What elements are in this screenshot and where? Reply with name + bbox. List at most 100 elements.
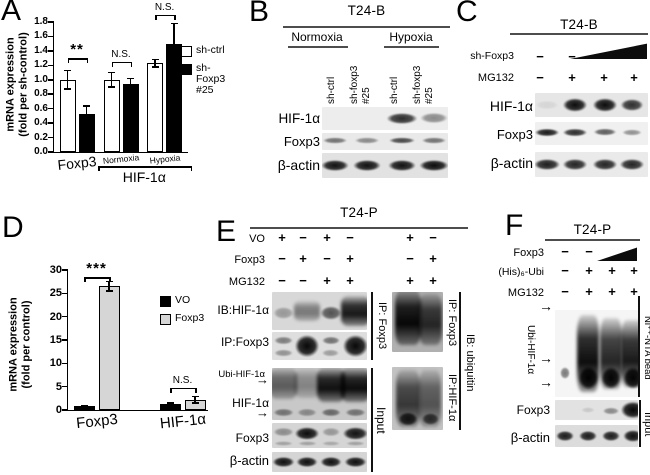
y-tick [62,315,68,318]
error-bar [85,105,88,124]
bar [98,286,120,410]
y-tick-label: 5 [55,380,62,393]
panel-e-blot-input-bactin [272,452,367,472]
panel-d-letter: D [2,211,24,244]
arrow-right-icon: → [539,374,553,390]
panel-f-row-label-bactin: β-actin [510,430,550,445]
y-tick-label: 15 [49,334,62,346]
blot-band [579,407,597,413]
error-bar [194,396,196,403]
blot-band [416,158,448,173]
blot-band [383,111,421,126]
treatment-symbol: − [585,244,593,259]
blot-band [616,158,648,171]
chart-a-plot: 0.0 0.2 0.4 0.6 0.8 1.0 1.2 1.4 1.6 1.8 ** Foxp3 N.S… [34,2,193,185]
treatment-symbol: − [536,49,544,64]
blot-band [601,406,621,416]
blot-band [395,292,421,345]
significance-bracket [67,58,87,60]
panel-e-symbols-foxp3: − + − + − + [0,252,650,266]
y-tick [48,93,54,96]
blot-band [272,440,295,447]
panel-e-header-mg132: MG132 [228,276,265,288]
treatment-symbol: + [585,263,593,278]
panel-f-blot-bactin [555,425,638,447]
error-bar-cap [64,88,72,90]
legend-swatch [160,296,171,307]
chart-d-plot: 0 5 10 15 20 25 30 *** Foxp3 N.S. HIF-1α [50,260,208,432]
panel-b-title: T24-B [347,3,386,18]
treatment-symbol: + [608,284,616,299]
blot-band [598,364,624,391]
panel-f-symbols-mg132: − + + + [0,285,650,299]
panel-c-blot-hif1a [535,93,648,117]
blot-band [291,425,323,441]
y-tick-label: 1.0 [34,73,48,85]
blot-band [555,429,577,443]
significance-label: N.S. [111,48,131,60]
y-tick [48,122,54,124]
significance-label: N.S. [172,374,193,386]
blot-band [343,407,367,417]
blot-band [619,128,645,137]
blot-band [559,158,591,171]
blot-band [272,368,297,400]
y-tick [62,362,68,365]
error-bar-cap [105,290,113,292]
panel-e-right-ip-foxp3-label: IP: Foxp3 [446,299,458,347]
panel-e-input-bracket-label: Input [374,406,388,434]
blot-band [272,336,295,345]
treatment-symbol: − [561,244,569,259]
blot-band [272,426,296,437]
error-bar [129,78,132,90]
panel-c-row-label-foxp3: Foxp3 [496,127,533,142]
error-bar-cap [151,58,159,61]
y-tick-label: 1.2 [34,59,48,71]
blot-band [319,336,343,345]
panel-b-normoxia-underline [288,46,348,48]
blot-band [272,306,296,320]
error-bar-cap [80,405,88,408]
significance-label: ** [70,41,84,59]
legend-label: Foxp3 [175,312,205,324]
panel-c-symbols-mg132: − + + + [0,71,650,85]
treatment-symbol: + [429,251,437,266]
panel-e-right-ip-hif1a-label: IP:HIF-1α [446,374,458,422]
panel-c-header-mg132: MG132 [477,72,514,84]
blot-band [272,407,296,417]
error-bar [110,72,113,87]
error-bar [66,70,69,90]
blot-band [560,97,590,113]
axis-sub-bracket-tick [190,166,193,171]
x-group-label: Foxp3 [74,410,119,433]
error-bar [154,59,156,67]
blot-band [535,127,563,137]
panel-b-row-label-foxp3: Foxp3 [283,134,320,149]
blot-band [396,410,420,427]
blot-band [535,158,563,171]
panel-c-header-shfoxp3: sh-Foxp3 [470,50,514,62]
panel-c-row-label-hif1a: HIF-1α [489,98,533,114]
blot-band [316,368,346,402]
y-tick-label: 10 [49,357,62,370]
legend-item: Foxp3 [160,313,210,325]
blot-band [344,440,367,447]
panel-b-blot-bactin [322,153,448,178]
blot-band [575,363,601,392]
panel-e-row-label-foxp3: Foxp3 [235,431,269,445]
error-bar-cap [83,104,91,107]
treatment-symbol: − [299,273,307,288]
panel-e-row-label-ip-foxp3: IP:Foxp3 [220,335,269,349]
blot-band [618,400,638,420]
panel-f-ubi-hif1a-label: Ubi-HIF-1α [525,325,536,375]
panel-c-title: T24-B [560,17,598,32]
significance-bracket-tick [67,58,70,64]
error-bar-cap [170,63,178,65]
y-tick-label: 25 [49,287,62,300]
blot-band [319,440,343,447]
panel-e-blot-right-ip-foxp3 [392,292,443,352]
error-bar-cap [166,404,174,406]
treatment-symbol: + [346,273,354,288]
panel-f-header-mg132: MG132 [507,287,544,299]
blot-band [342,456,367,468]
